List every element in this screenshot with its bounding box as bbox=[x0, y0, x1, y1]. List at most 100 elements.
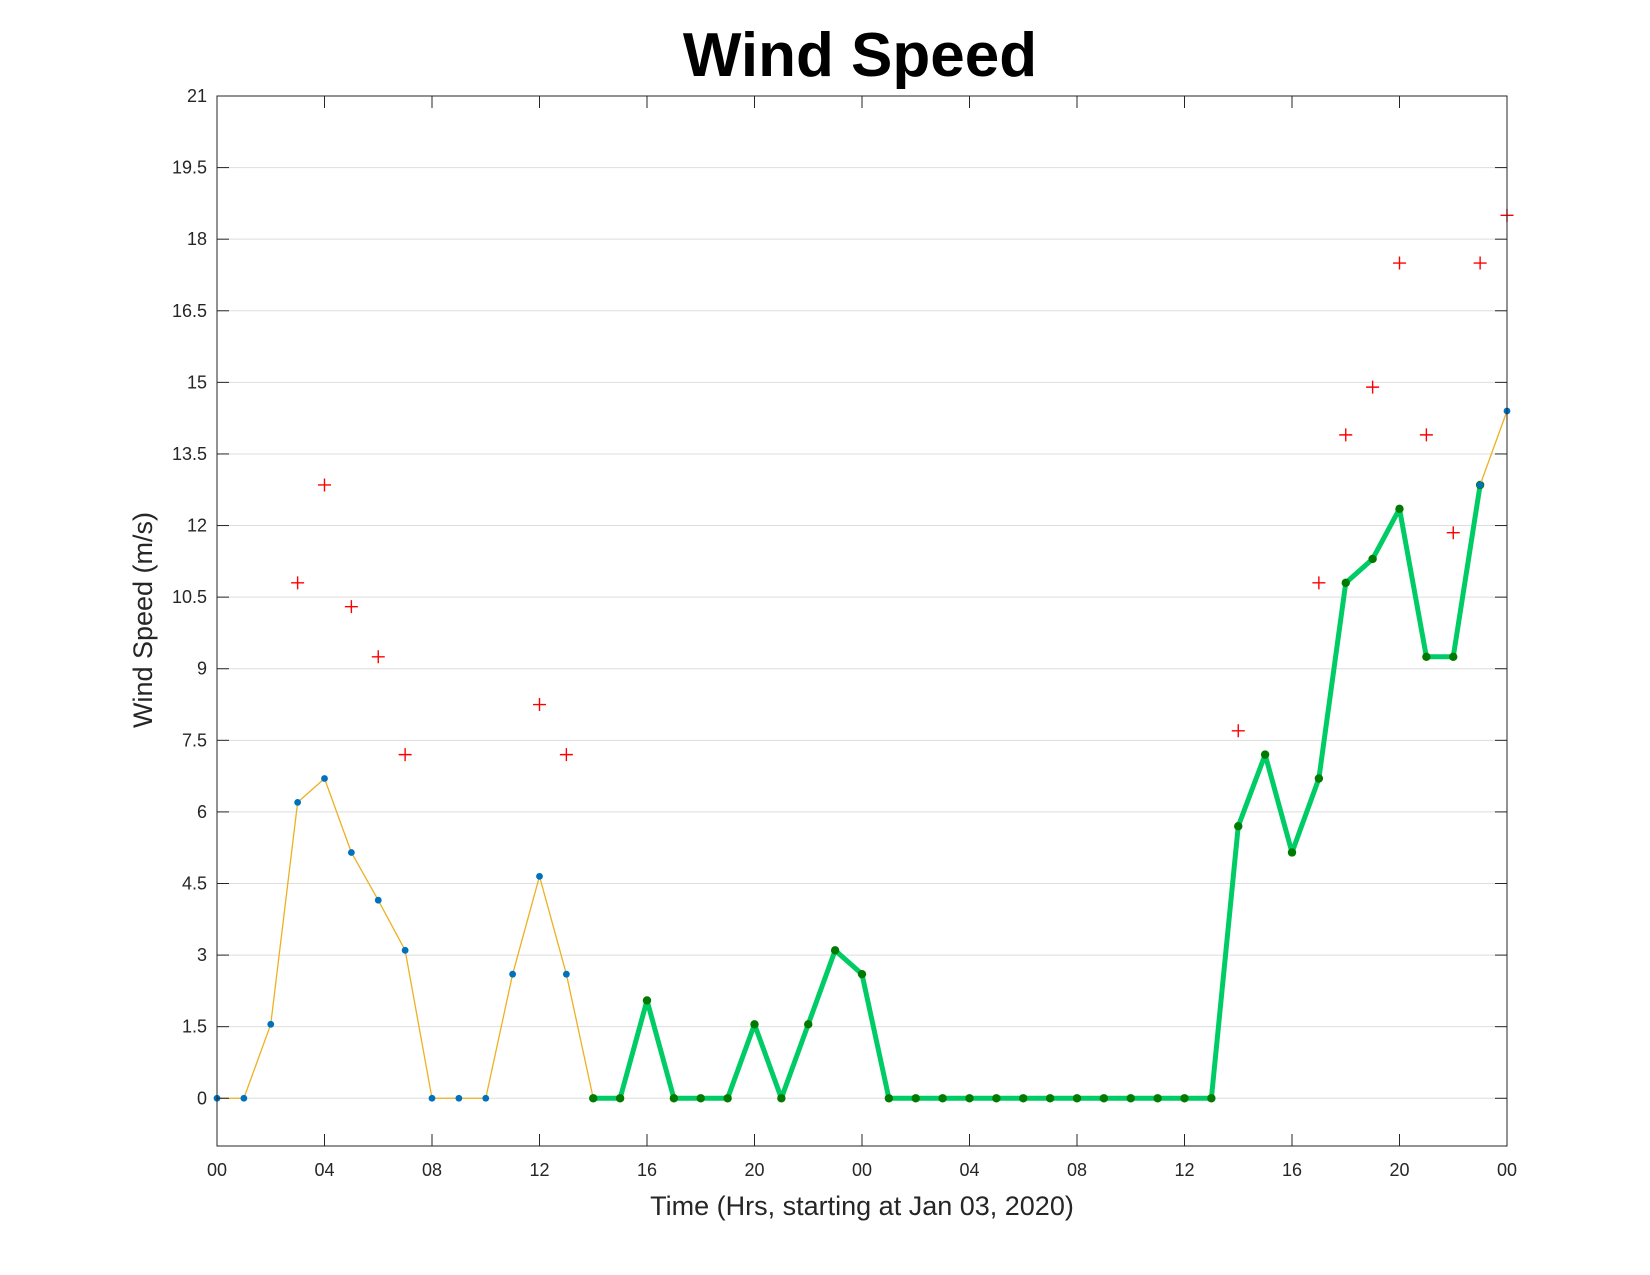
red-plus-marker bbox=[1393, 256, 1406, 270]
blue-data-point bbox=[562, 970, 570, 978]
y-tick-label: 9 bbox=[197, 659, 207, 679]
y-tick-label: 12 bbox=[187, 516, 207, 536]
blue-data-point bbox=[1476, 481, 1484, 489]
green-data-point bbox=[1449, 652, 1458, 661]
red-plus-marker bbox=[1366, 380, 1380, 394]
x-tick-label: 12 bbox=[529, 1160, 549, 1180]
y-tick-label: 4.5 bbox=[182, 874, 207, 894]
orange-series-line bbox=[1479, 410, 1508, 486]
green-data-point bbox=[1368, 554, 1377, 564]
y-tick-label: 1.5 bbox=[182, 1017, 207, 1037]
blue-data-point bbox=[482, 1094, 490, 1102]
blue-data-point bbox=[428, 1094, 436, 1102]
blue-data-point bbox=[401, 946, 409, 954]
green-data-point bbox=[777, 1094, 786, 1103]
green-data-point bbox=[1072, 1094, 1082, 1103]
green-data-point bbox=[669, 1094, 679, 1103]
green-data-point bbox=[750, 1020, 759, 1029]
series-thin-line-blue-dots bbox=[213, 775, 597, 1102]
red-plus-marker bbox=[1419, 428, 1433, 442]
red-plus-marker bbox=[1312, 576, 1326, 590]
y-tick-label: 13.5 bbox=[172, 444, 207, 464]
green-data-point bbox=[965, 1094, 974, 1103]
green-series-line bbox=[590, 482, 1483, 1101]
series-red-plus-markers bbox=[291, 208, 1514, 762]
y-tick-label: 6 bbox=[197, 802, 207, 822]
y-tick-label: 0 bbox=[197, 1088, 207, 1108]
green-data-point bbox=[1099, 1094, 1109, 1103]
y-tick-label: 7.5 bbox=[182, 730, 207, 750]
x-tick-label: 04 bbox=[959, 1160, 979, 1180]
red-plus-marker bbox=[559, 748, 573, 762]
blue-data-point bbox=[455, 1094, 463, 1102]
red-plus-marker bbox=[398, 748, 412, 762]
green-data-point bbox=[1395, 504, 1404, 514]
x-tick-label: 20 bbox=[744, 1160, 764, 1180]
series-thick-line-green-dots bbox=[589, 480, 1485, 1103]
green-data-point bbox=[938, 1094, 947, 1103]
green-data-point bbox=[642, 996, 652, 1005]
green-data-point bbox=[1045, 1094, 1055, 1103]
green-data-point bbox=[1180, 1094, 1189, 1103]
blue-data-point bbox=[509, 970, 517, 978]
green-data-point bbox=[1019, 1094, 1028, 1103]
green-data-point bbox=[857, 969, 867, 979]
y-axis-label: Wind Speed (m/s) bbox=[128, 512, 158, 728]
green-data-point bbox=[723, 1094, 732, 1103]
red-plus-marker bbox=[1339, 428, 1353, 442]
y-tick-label: 3 bbox=[197, 945, 207, 965]
red-plus-marker bbox=[371, 650, 385, 664]
x-tick-label: 04 bbox=[314, 1160, 334, 1180]
x-axis-label: Time (Hrs, starting at Jan 03, 2020) bbox=[650, 1191, 1074, 1221]
x-tick-label: 00 bbox=[852, 1160, 872, 1180]
green-data-point bbox=[804, 1020, 813, 1029]
red-plus-marker bbox=[344, 600, 358, 614]
red-plus-marker bbox=[1231, 724, 1245, 738]
red-plus-marker bbox=[533, 698, 546, 712]
green-data-point bbox=[1260, 750, 1270, 759]
tick-marks bbox=[216, 95, 1508, 1146]
x-tick-label: 00 bbox=[207, 1160, 227, 1180]
x-tick-label: 00 bbox=[1497, 1160, 1517, 1180]
x-tick-label: 16 bbox=[1282, 1160, 1302, 1180]
green-data-point bbox=[1341, 578, 1350, 588]
y-tick-labels: 0 1.5 3 4.5 6 7.5 9 10.5 12 13.5 15 16.5 18 19.5 21 bbox=[172, 86, 207, 1108]
y-tick-label: 19.5 bbox=[172, 158, 207, 178]
y-tick-label: 16.5 bbox=[172, 301, 207, 321]
green-data-point bbox=[1314, 774, 1324, 783]
green-data-point bbox=[1126, 1094, 1135, 1103]
red-plus-marker bbox=[1473, 256, 1487, 270]
chart-title: Wind Speed bbox=[683, 21, 1037, 90]
green-data-point bbox=[589, 1094, 598, 1103]
x-tick-label: 20 bbox=[1389, 1160, 1409, 1180]
green-data-point bbox=[1207, 1094, 1216, 1103]
green-data-point bbox=[1287, 848, 1297, 857]
red-plus-marker bbox=[291, 576, 305, 590]
x-tick-label: 08 bbox=[1067, 1160, 1087, 1180]
x-tick-label: 12 bbox=[1174, 1160, 1194, 1180]
y-tick-label: 15 bbox=[187, 372, 207, 392]
green-data-point bbox=[884, 1094, 894, 1103]
green-data-point bbox=[830, 946, 840, 955]
red-plus-marker bbox=[1446, 526, 1460, 540]
green-data-point bbox=[1422, 652, 1431, 661]
x-tick-label: 08 bbox=[422, 1160, 442, 1180]
green-data-point bbox=[1153, 1094, 1162, 1103]
x-tick-label: 16 bbox=[637, 1160, 657, 1180]
blue-data-point bbox=[321, 775, 328, 782]
y-tick-label: 18 bbox=[187, 229, 207, 249]
green-data-point bbox=[615, 1094, 625, 1103]
x-tick-labels: 00 04 08 12 16 20 00 04 08 12 16 20 00 bbox=[207, 1160, 1517, 1180]
y-tick-label: 10.5 bbox=[172, 587, 207, 607]
green-data-point bbox=[911, 1094, 920, 1103]
plot-area bbox=[213, 208, 1514, 1103]
green-data-point bbox=[992, 1094, 1001, 1103]
blue-data-point bbox=[347, 849, 355, 856]
grid-lines bbox=[217, 95, 1507, 1099]
green-data-point bbox=[1234, 822, 1243, 831]
blue-data-point bbox=[267, 1020, 275, 1028]
blue-data-point bbox=[536, 872, 543, 880]
red-plus-marker bbox=[318, 478, 331, 492]
